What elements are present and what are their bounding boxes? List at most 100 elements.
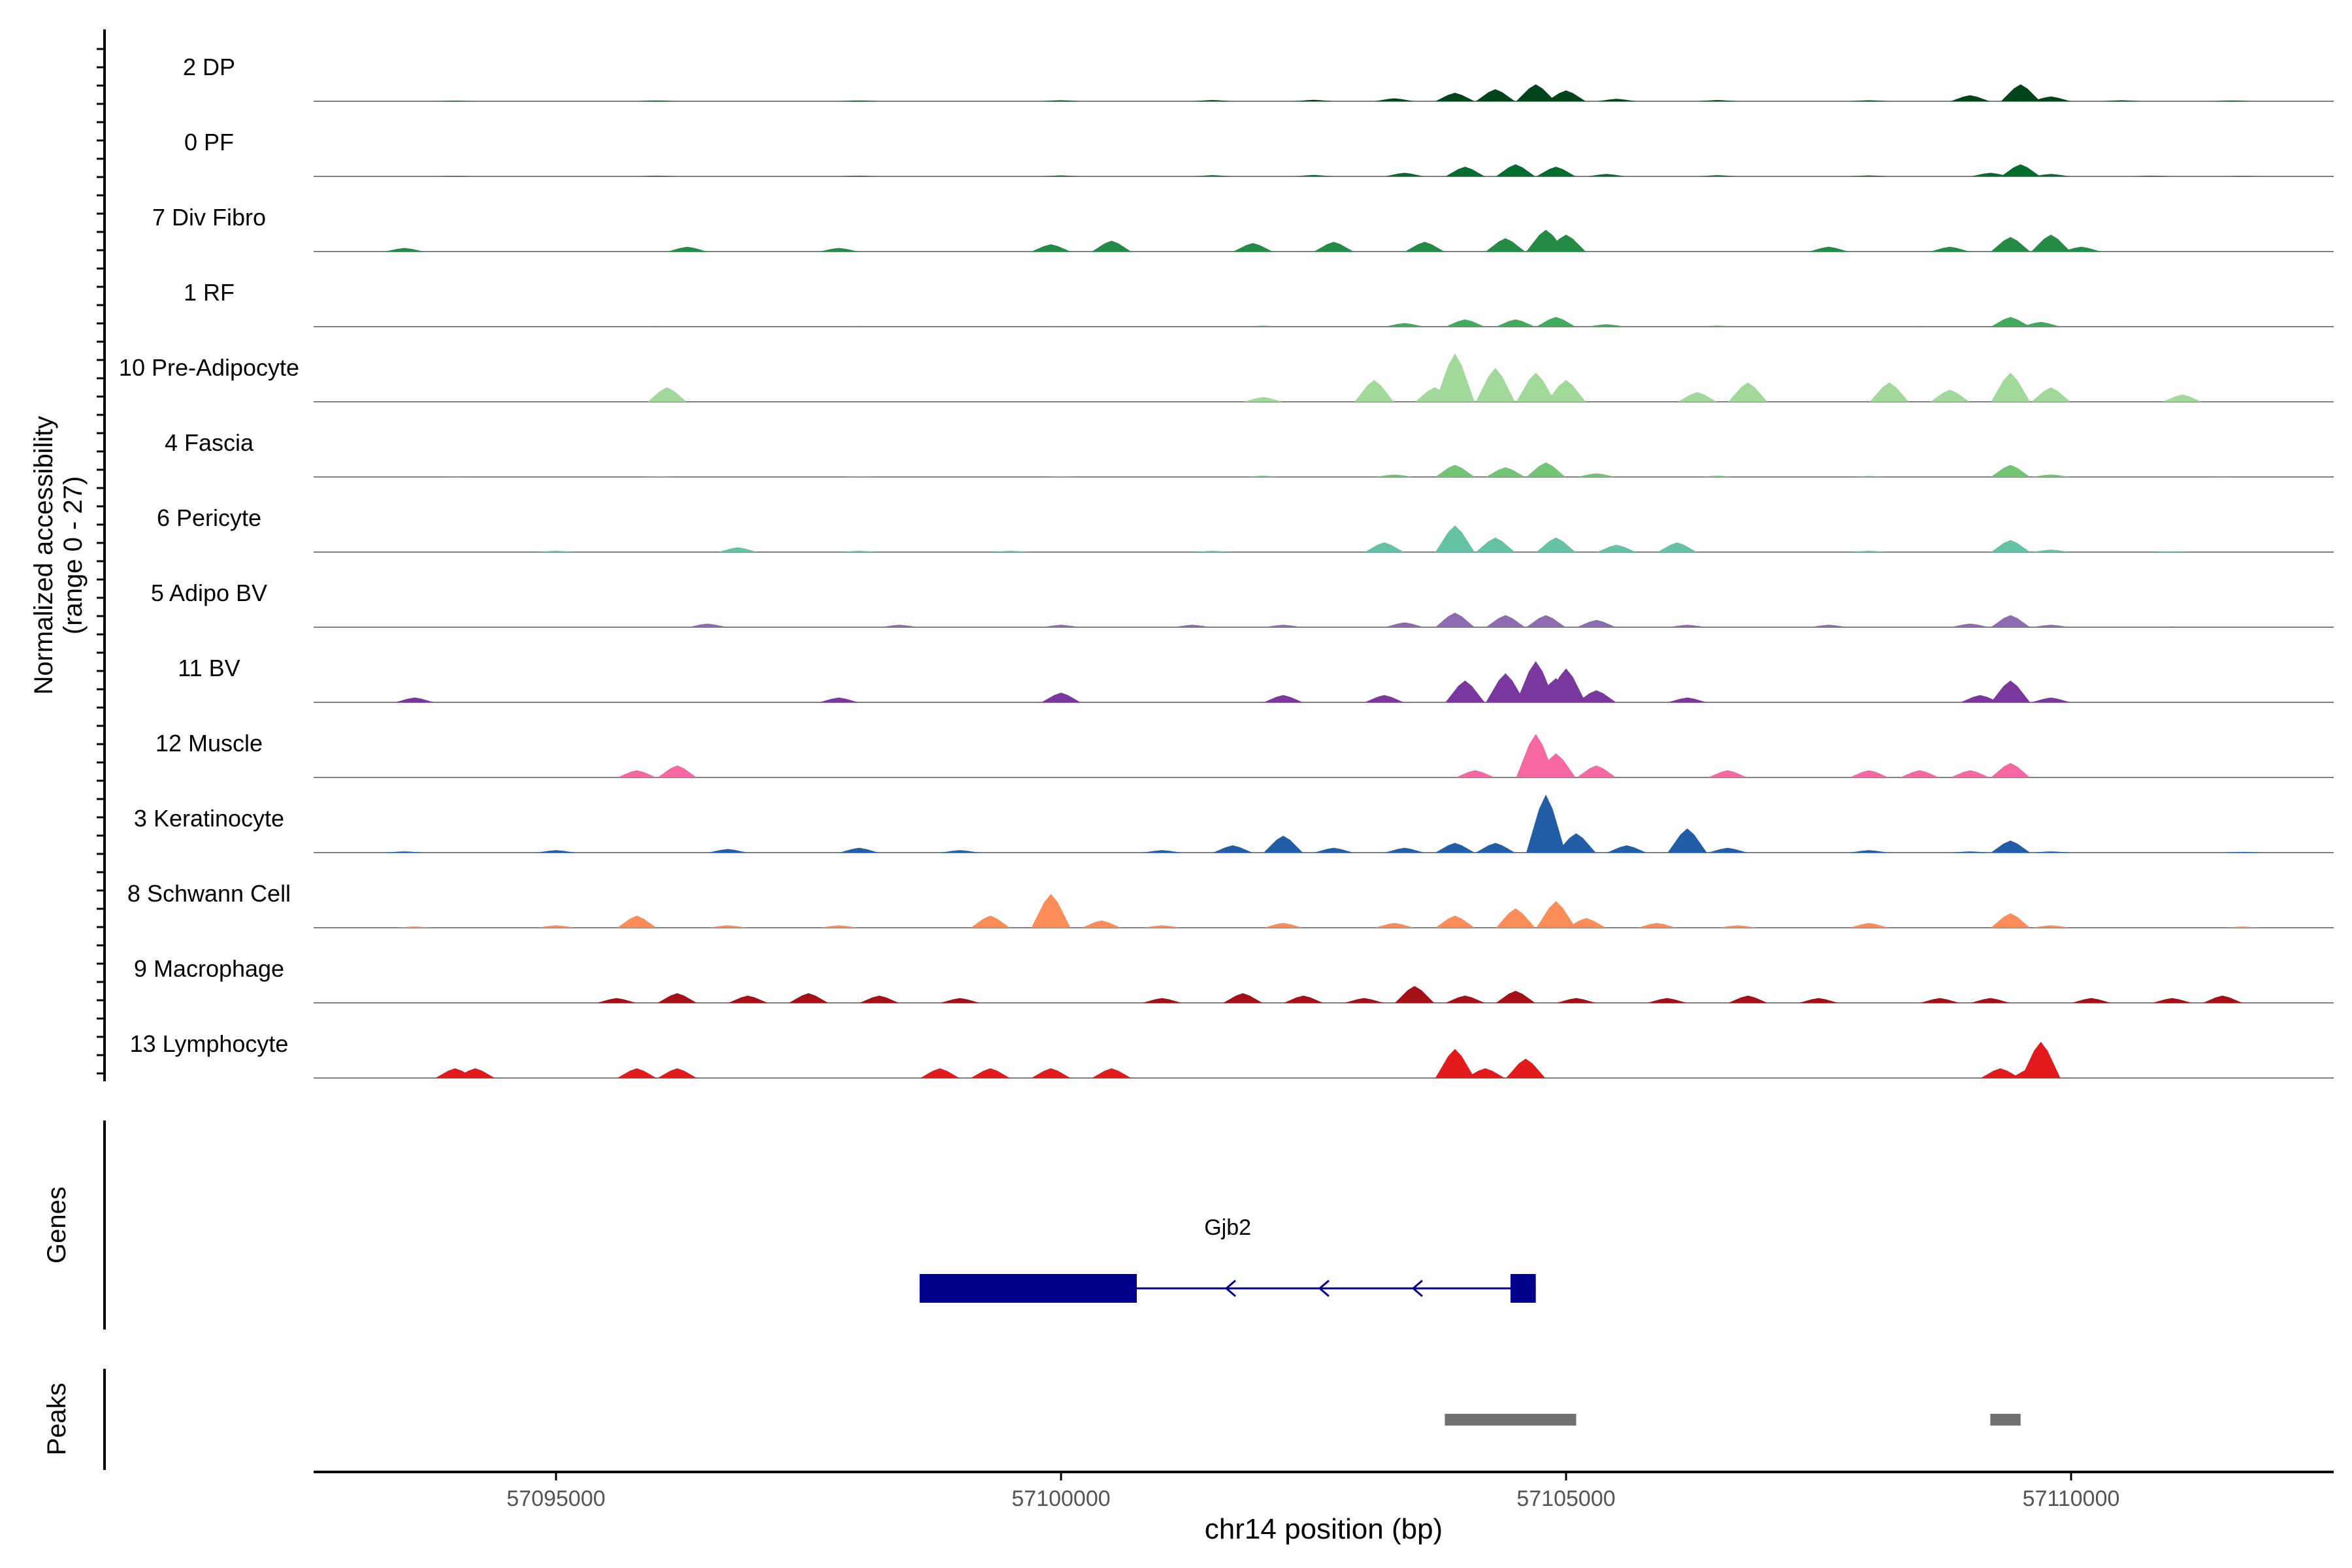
strand-arrow (1411, 1279, 1423, 1298)
coverage-peak (2031, 549, 2071, 552)
coverage-peak (1092, 1068, 1132, 1078)
coverage-peak (1495, 164, 1535, 176)
coverage-peak (1991, 762, 2031, 777)
coverage-peak (1970, 998, 2010, 1003)
coverage-peak (1516, 372, 1556, 402)
coverage-peak (2223, 326, 2262, 327)
coverage-peak (2031, 235, 2071, 252)
coverage-peak (1455, 770, 1495, 777)
coverage-peak (1697, 325, 1737, 327)
coverage-peak (1486, 238, 1526, 252)
coverage-peak (1900, 325, 1940, 327)
track-label: 6 Pericyte (157, 504, 261, 531)
coverage-peak (859, 995, 899, 1003)
coverage-peak (1223, 993, 1263, 1003)
coverage-peak (2223, 851, 2262, 853)
coverage-peak (2001, 164, 2040, 176)
x-tick-label: 57100000 (1011, 1486, 1110, 1511)
coverage-peak (1526, 462, 1566, 477)
coverage-peak (1697, 175, 1737, 176)
coverage-peak (657, 993, 697, 1003)
coverage-peak (1243, 476, 1283, 477)
track-label: 9 Macrophage (134, 955, 284, 982)
coverage-peak (2031, 851, 2071, 853)
peak-track (1445, 1414, 2021, 1426)
coverage-peak (1192, 175, 1232, 176)
coverage-peak (1900, 770, 1940, 777)
coverage-peak (385, 851, 425, 853)
coverage-peak (1192, 551, 1232, 552)
coverage-peak (1243, 325, 1283, 327)
coverage-peak (1991, 317, 2031, 327)
coverage-peak (1142, 925, 1182, 928)
track-13: 13 Lymphocyte (130, 1030, 2334, 1079)
coverage-peak (708, 849, 747, 853)
coverage-peak (687, 623, 727, 627)
coverage-peak (1041, 325, 1081, 327)
coverage-peak (879, 625, 919, 627)
coverage-peak (2202, 995, 2242, 1003)
coverage-peak (1081, 920, 1121, 928)
peak-region (1445, 1414, 1576, 1426)
coverage-peak (708, 925, 747, 928)
strand-arrow (1318, 1279, 1330, 1298)
coverage-peak (1041, 693, 1081, 702)
track-4: 10 Pre-Adipocyte (119, 353, 2334, 402)
coverage-peak (1364, 542, 1404, 552)
coverage-peak (617, 770, 657, 777)
coverage-peak (2031, 474, 2071, 477)
coverage-peak (1314, 847, 1354, 853)
x-tick-label: 57095000 (506, 1486, 605, 1511)
coverage-peak (2031, 625, 2071, 627)
coverage-peak (1728, 382, 1768, 402)
coverage-peak (1475, 368, 1515, 402)
coverage-peak (1192, 100, 1232, 101)
coverage-peak (596, 998, 636, 1003)
coverage-peak (1930, 389, 1970, 402)
track-label: 3 Keratinocyte (134, 805, 284, 832)
coverage-peak (1435, 843, 1475, 853)
coverage-peak (1991, 840, 2031, 853)
coverage-peak (1031, 1068, 1071, 1078)
coverage-peak (1556, 833, 1596, 853)
coverage-peak (1486, 467, 1526, 477)
x-axis-label: chr14 position (bp) (1205, 1513, 1443, 1545)
coverage-peak (435, 476, 475, 477)
track-2: 7 Div Fibro (152, 204, 2334, 252)
coverage-peak (819, 697, 858, 702)
coverage-peak (990, 551, 1030, 552)
coverage-peak (1435, 93, 1475, 101)
coverage-peak (1708, 847, 1748, 853)
coverage-peak (1486, 615, 1526, 627)
coverage-peak (1495, 908, 1535, 928)
coverage-peak (1445, 319, 1485, 327)
coverage-peak (455, 1068, 495, 1078)
coverage-peak (2102, 325, 2142, 327)
coverage-peak (2031, 174, 2071, 176)
coverage-peak (1678, 392, 1718, 402)
coverage-peak (1991, 372, 2031, 402)
coverage-peak (1435, 353, 1475, 402)
coverage-peak (1375, 474, 1414, 477)
coverage-peak (920, 1068, 960, 1078)
coverage-peak (1264, 625, 1303, 627)
coverage-peak (839, 551, 879, 552)
coverage-tracks: 2 DP 0 PF 7 Div Fibro 1 RF 10 Pre-Adipocyte 4… (119, 54, 2334, 1079)
coverage-peak (1233, 243, 1273, 252)
track-9: 12 Muscle (155, 730, 2334, 778)
coverage-peak (839, 476, 879, 477)
coverage-peak (1445, 167, 1485, 176)
coverage-peak (1384, 847, 1424, 853)
coverage-peak (819, 248, 858, 252)
coverage-peak (1284, 995, 1324, 1003)
coverage-peak (1213, 845, 1252, 853)
coverage-peak (1435, 525, 1475, 552)
coverage-peak (1849, 770, 1889, 777)
coverage-peak (1586, 324, 1626, 327)
coverage-peak (1294, 99, 1333, 101)
coverage-peak (1041, 625, 1081, 627)
coverage-peak (1516, 84, 1556, 101)
coverage-peak (647, 387, 687, 402)
coverage-peak (1506, 1058, 1546, 1078)
